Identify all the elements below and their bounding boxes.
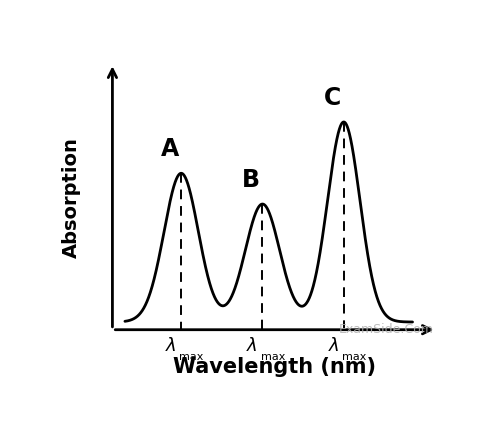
Text: λ: λ	[166, 337, 177, 354]
Text: max: max	[260, 351, 285, 361]
Text: max: max	[179, 351, 204, 361]
Text: C: C	[324, 86, 342, 109]
Text: Wavelength (nm): Wavelength (nm)	[173, 356, 376, 376]
Text: max: max	[342, 351, 366, 361]
Text: λ: λ	[329, 337, 339, 354]
Text: λ: λ	[247, 337, 258, 354]
Text: B: B	[242, 167, 260, 191]
Text: Absorption: Absorption	[62, 137, 81, 257]
Text: A: A	[160, 137, 179, 161]
Text: ExamSide.Com: ExamSide.Com	[339, 322, 434, 335]
